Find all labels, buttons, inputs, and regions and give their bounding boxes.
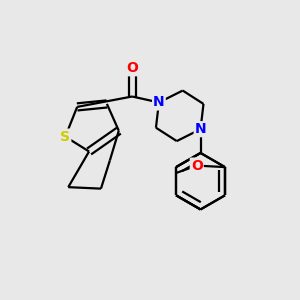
Text: S: S: [60, 130, 70, 144]
Text: N: N: [153, 95, 165, 110]
Text: O: O: [126, 61, 138, 75]
Text: O: O: [191, 159, 203, 172]
Text: N: N: [195, 122, 206, 136]
